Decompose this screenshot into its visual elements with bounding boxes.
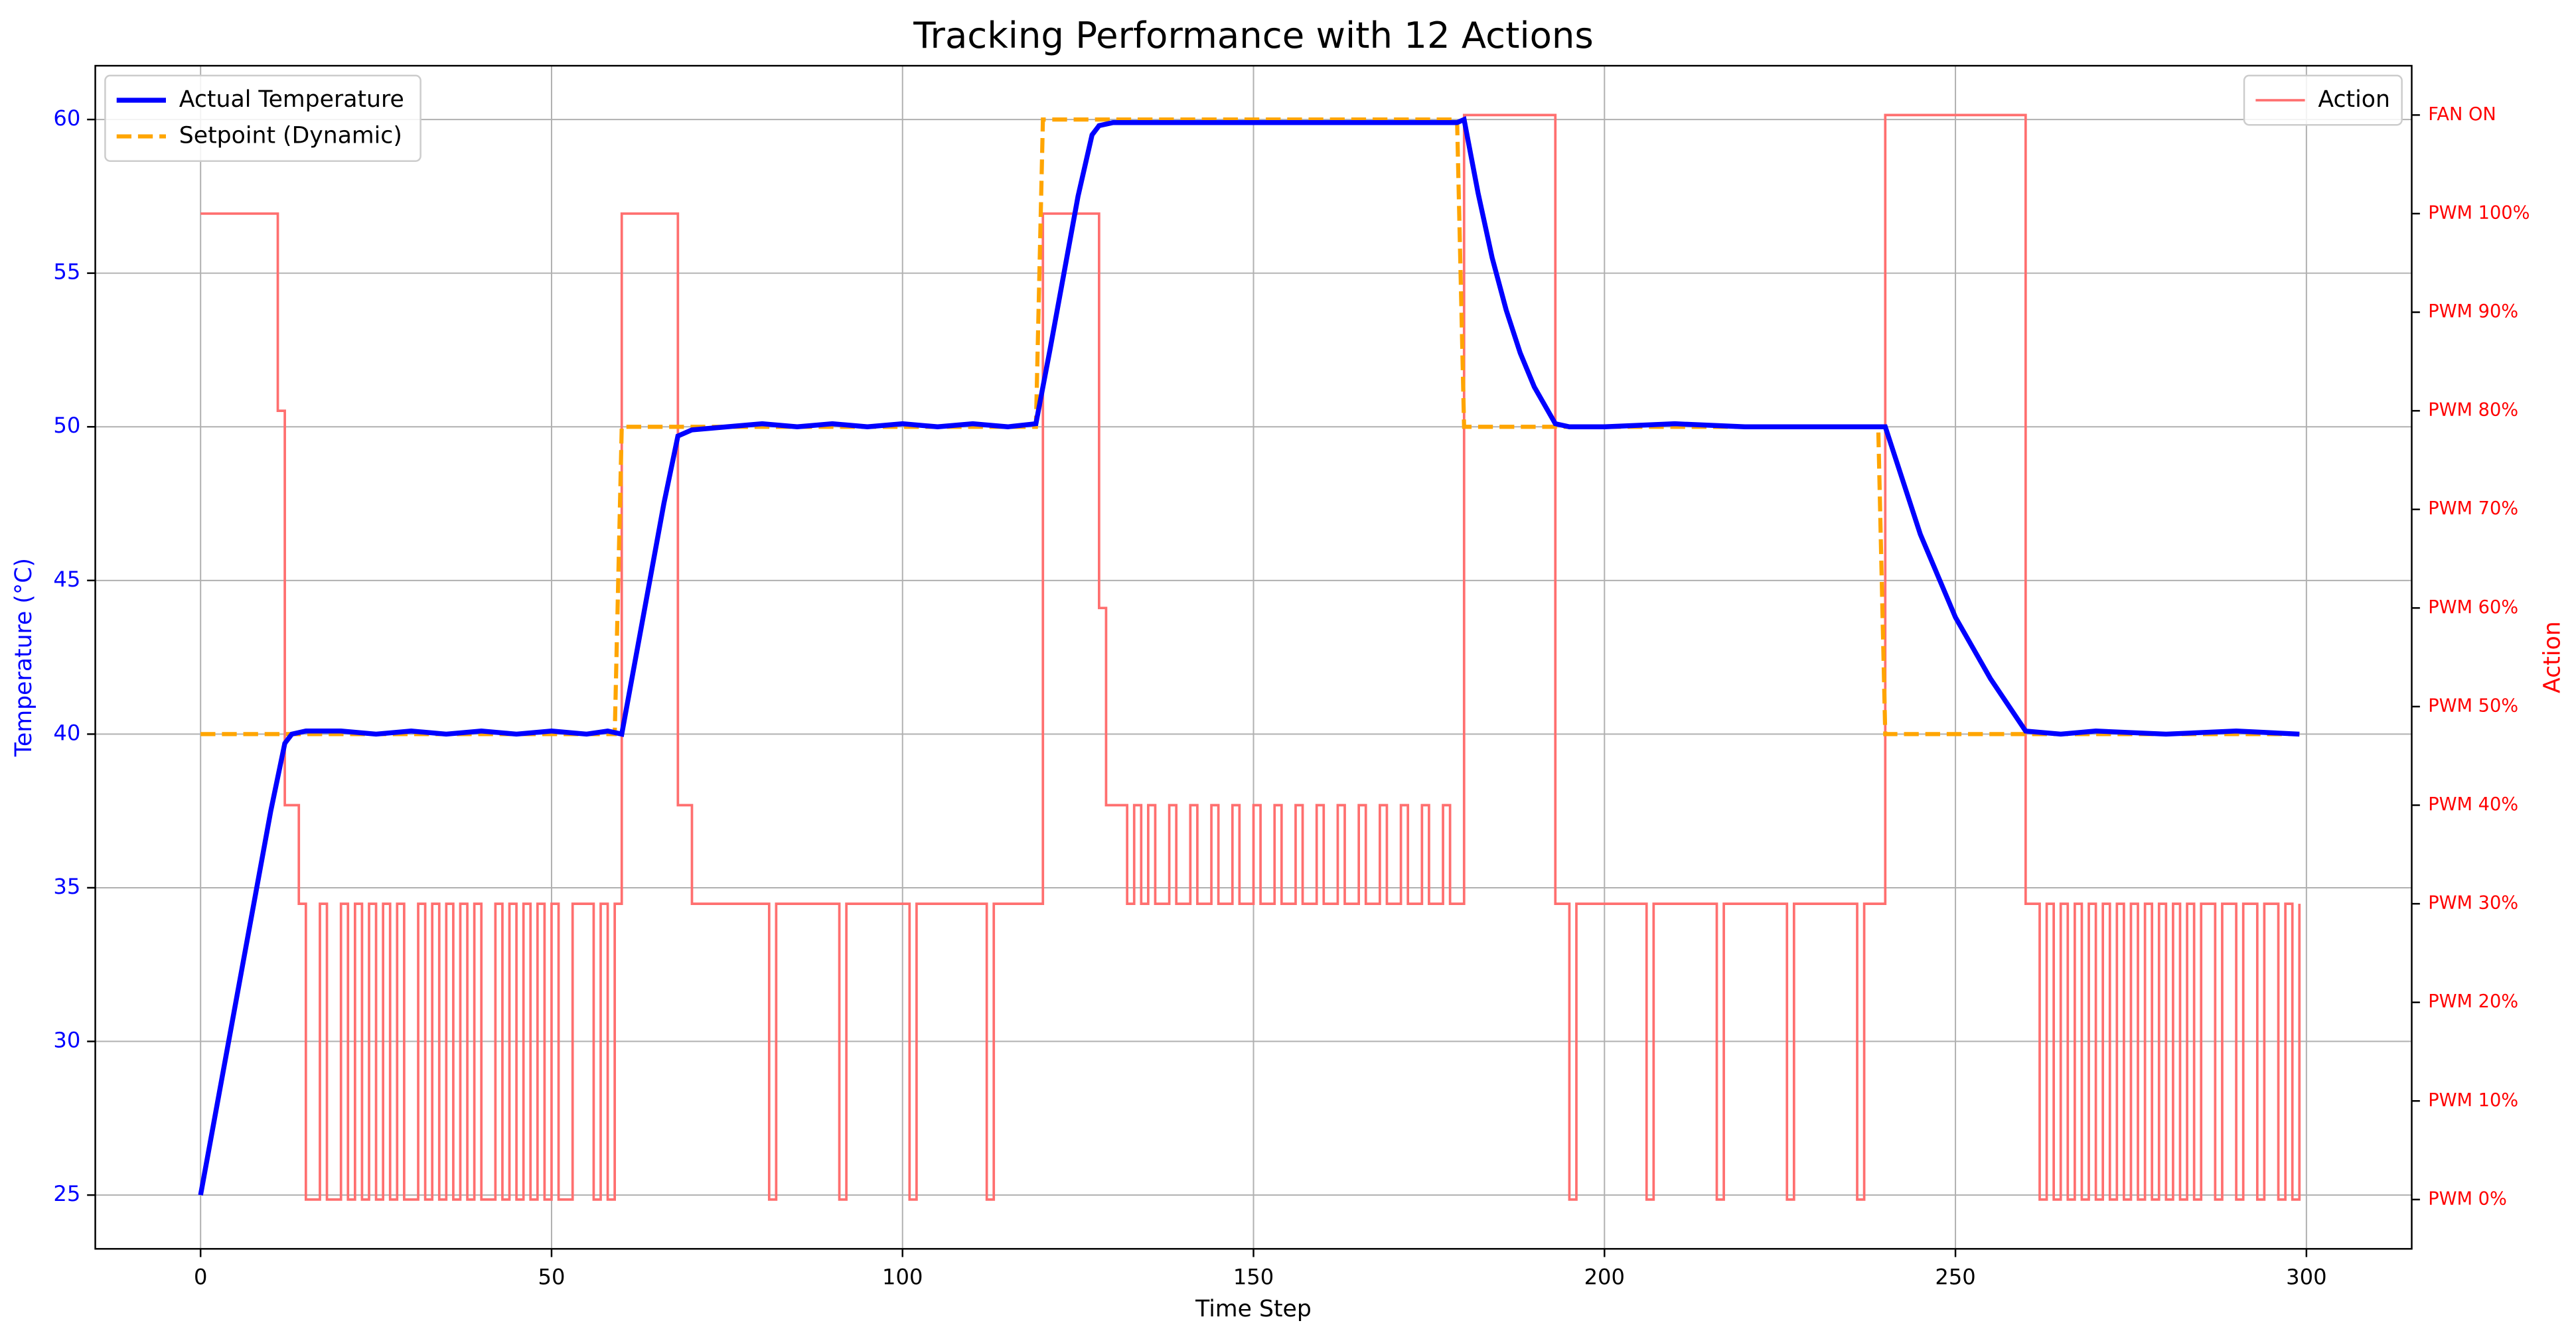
legend-label: Setpoint (Dynamic) bbox=[179, 123, 402, 149]
plot-frame bbox=[94, 64, 2413, 1250]
x-tick-label: 200 bbox=[1584, 1265, 1625, 1290]
x-tick-label: 0 bbox=[194, 1265, 207, 1290]
legend-label: Action bbox=[2318, 86, 2390, 113]
y-tick-label: 45 bbox=[53, 567, 80, 592]
legend-label: Actual Temperature bbox=[179, 86, 404, 113]
legend-box bbox=[104, 74, 421, 162]
series-line bbox=[198, 115, 2300, 1196]
y2-tick-label: PWM 50% bbox=[2428, 695, 2518, 716]
x-tick-label: 50 bbox=[538, 1265, 566, 1290]
y2-tick-label: PWM 80% bbox=[2428, 400, 2518, 421]
y-tick-label: 60 bbox=[53, 105, 80, 131]
y2-tick-label: PWM 20% bbox=[2428, 991, 2518, 1012]
y2-tick-label: PWM 10% bbox=[2428, 1090, 2518, 1111]
y-tick-label: 35 bbox=[53, 874, 80, 899]
y2-tick-label: PWM 100% bbox=[2428, 202, 2530, 223]
y-tick-label: 30 bbox=[53, 1028, 80, 1053]
x-tick-label: 250 bbox=[1935, 1265, 1975, 1290]
y2-tick-label: PWM 60% bbox=[2428, 597, 2518, 618]
y-tick-label: 55 bbox=[53, 259, 80, 285]
y2-tick-label: PWM 30% bbox=[2428, 893, 2518, 914]
y2-tick-label: FAN ON bbox=[2428, 104, 2496, 125]
legend-box bbox=[2243, 74, 2403, 126]
series-line bbox=[200, 117, 2300, 736]
x-tick-label: 100 bbox=[882, 1265, 923, 1290]
x-tick-label: 150 bbox=[1233, 1265, 1274, 1290]
series-line bbox=[200, 113, 2301, 1201]
x-tick-label: 300 bbox=[2286, 1265, 2326, 1290]
y2-tick-label: PWM 70% bbox=[2428, 498, 2518, 519]
y2-tick-label: PWM 40% bbox=[2428, 794, 2518, 815]
y-tick-label: 25 bbox=[53, 1181, 80, 1206]
y-tick-label: 50 bbox=[53, 413, 80, 438]
y2-tick-label: PWM 0% bbox=[2428, 1188, 2507, 1209]
y-tick-label: 40 bbox=[53, 720, 80, 745]
y2-tick-label: PWM 90% bbox=[2428, 301, 2518, 322]
y-axis-label: Temperature (°C) bbox=[11, 558, 37, 757]
legend: Actual Temperature Setpoint (Dynamic) bbox=[104, 74, 421, 162]
x-axis-label: Time Step bbox=[1195, 1296, 1312, 1322]
y2-axis-label: Action bbox=[2539, 621, 2565, 693]
chart-title: Tracking Performance with 12 Actions bbox=[913, 14, 1593, 56]
legend: Action bbox=[2243, 74, 2403, 126]
